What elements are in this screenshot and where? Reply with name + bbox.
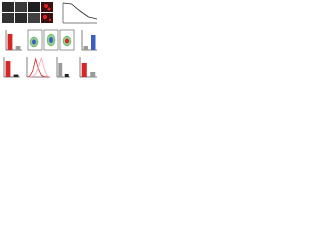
bar <box>58 63 63 77</box>
contour <box>65 38 69 44</box>
stain <box>42 14 48 20</box>
bar <box>7 34 13 50</box>
contour <box>49 37 53 43</box>
contour <box>32 39 36 45</box>
line <box>62 2 98 20</box>
bar <box>81 63 87 77</box>
micrograph <box>2 13 14 23</box>
bar <box>91 35 96 50</box>
bar <box>13 74 19 77</box>
micrograph <box>28 13 40 23</box>
micrograph <box>2 2 14 12</box>
bar <box>64 74 69 77</box>
stain <box>48 18 52 22</box>
micrograph <box>15 2 27 12</box>
figure <box>2 2 98 78</box>
micrograph <box>41 13 53 23</box>
flow-plot <box>43 29 59 51</box>
line <box>27 56 51 78</box>
flow-plot <box>59 29 75 51</box>
axis <box>62 3 97 24</box>
stain <box>47 7 51 11</box>
micrograph <box>28 2 40 12</box>
flow-plots <box>27 29 75 51</box>
bar <box>5 61 11 77</box>
micrograph-grid <box>2 2 53 23</box>
stain <box>44 4 48 8</box>
bar <box>15 46 21 50</box>
micrograph <box>15 13 27 23</box>
bar <box>90 72 96 77</box>
line <box>26 57 50 78</box>
page: (() => { const data = JSON.parse(documen… <box>0 0 100 80</box>
bar <box>83 46 88 50</box>
flow-plot <box>27 29 43 51</box>
